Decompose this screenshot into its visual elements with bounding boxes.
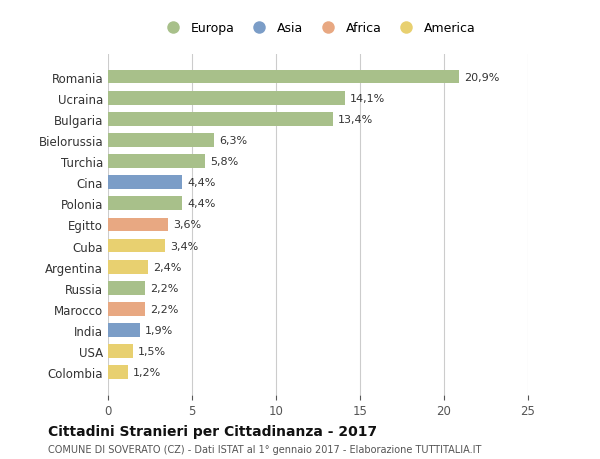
Text: 20,9%: 20,9% xyxy=(464,73,500,82)
Bar xyxy=(108,218,169,232)
Text: 14,1%: 14,1% xyxy=(350,94,385,103)
Text: 6,3%: 6,3% xyxy=(219,135,247,146)
Text: 2,2%: 2,2% xyxy=(150,283,178,293)
Bar xyxy=(108,260,148,274)
Bar xyxy=(108,197,182,211)
Text: 5,8%: 5,8% xyxy=(211,157,239,167)
Bar xyxy=(108,112,333,126)
Bar xyxy=(108,281,145,295)
Text: 3,6%: 3,6% xyxy=(173,220,202,230)
Bar xyxy=(108,134,214,147)
Bar xyxy=(108,302,145,316)
Text: 2,4%: 2,4% xyxy=(154,262,182,272)
Text: 13,4%: 13,4% xyxy=(338,115,373,124)
Text: 4,4%: 4,4% xyxy=(187,199,215,209)
Bar xyxy=(108,92,345,105)
Bar xyxy=(108,366,128,379)
Text: Cittadini Stranieri per Cittadinanza - 2017: Cittadini Stranieri per Cittadinanza - 2… xyxy=(48,425,377,438)
Bar xyxy=(108,155,205,168)
Text: 1,2%: 1,2% xyxy=(133,368,161,377)
Legend: Europa, Asia, Africa, America: Europa, Asia, Africa, America xyxy=(155,17,481,40)
Text: 3,4%: 3,4% xyxy=(170,241,199,251)
Bar xyxy=(108,324,140,337)
Text: 1,5%: 1,5% xyxy=(138,347,166,356)
Bar xyxy=(108,239,165,253)
Text: COMUNE DI SOVERATO (CZ) - Dati ISTAT al 1° gennaio 2017 - Elaborazione TUTTITALI: COMUNE DI SOVERATO (CZ) - Dati ISTAT al … xyxy=(48,444,481,454)
Text: 2,2%: 2,2% xyxy=(150,304,178,314)
Bar xyxy=(108,71,459,84)
Bar xyxy=(108,345,133,358)
Text: 1,9%: 1,9% xyxy=(145,325,173,335)
Bar xyxy=(108,176,182,190)
Text: 4,4%: 4,4% xyxy=(187,178,215,188)
